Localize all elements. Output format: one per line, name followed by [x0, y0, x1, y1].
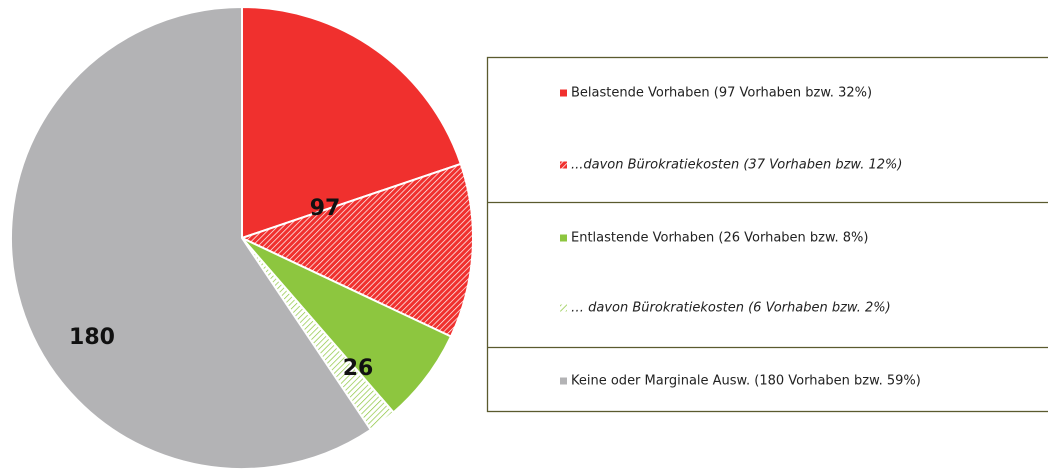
- legend-swatch: [560, 377, 567, 385]
- pie-slice: [10, 5, 373, 470]
- legend-label: ...davon Bürokratiekosten (37 Vorhaben b…: [571, 158, 902, 173]
- data-label: 97: [310, 196, 341, 221]
- data-label: 180: [69, 325, 115, 350]
- legend-frame: [486, 56, 1048, 413]
- legend-label: … davon Bürokratiekosten (6 Vorhaben bzw…: [571, 301, 891, 316]
- legend-label: Belastende Vorhaben (97 Vorhaben bzw. 32…: [571, 86, 872, 101]
- legend-swatch: [560, 304, 567, 312]
- pie-slice: [239, 162, 474, 338]
- data-label: 26: [343, 356, 374, 381]
- pie: [10, 5, 474, 470]
- legend: Belastende Vorhaben (97 Vorhaben bzw. 32…: [486, 56, 1048, 413]
- data-labels: 97 26 180: [69, 196, 373, 381]
- legend-swatch: [560, 234, 567, 242]
- legend-label: Keine oder Marginale Ausw. (180 Vorhaben…: [571, 374, 921, 389]
- legend-swatch: [560, 161, 567, 169]
- legend-label: Entlastende Vorhaben (26 Vorhaben bzw. 8…: [571, 231, 868, 246]
- pie-slice: [241, 5, 463, 240]
- legend-swatch: [560, 89, 567, 97]
